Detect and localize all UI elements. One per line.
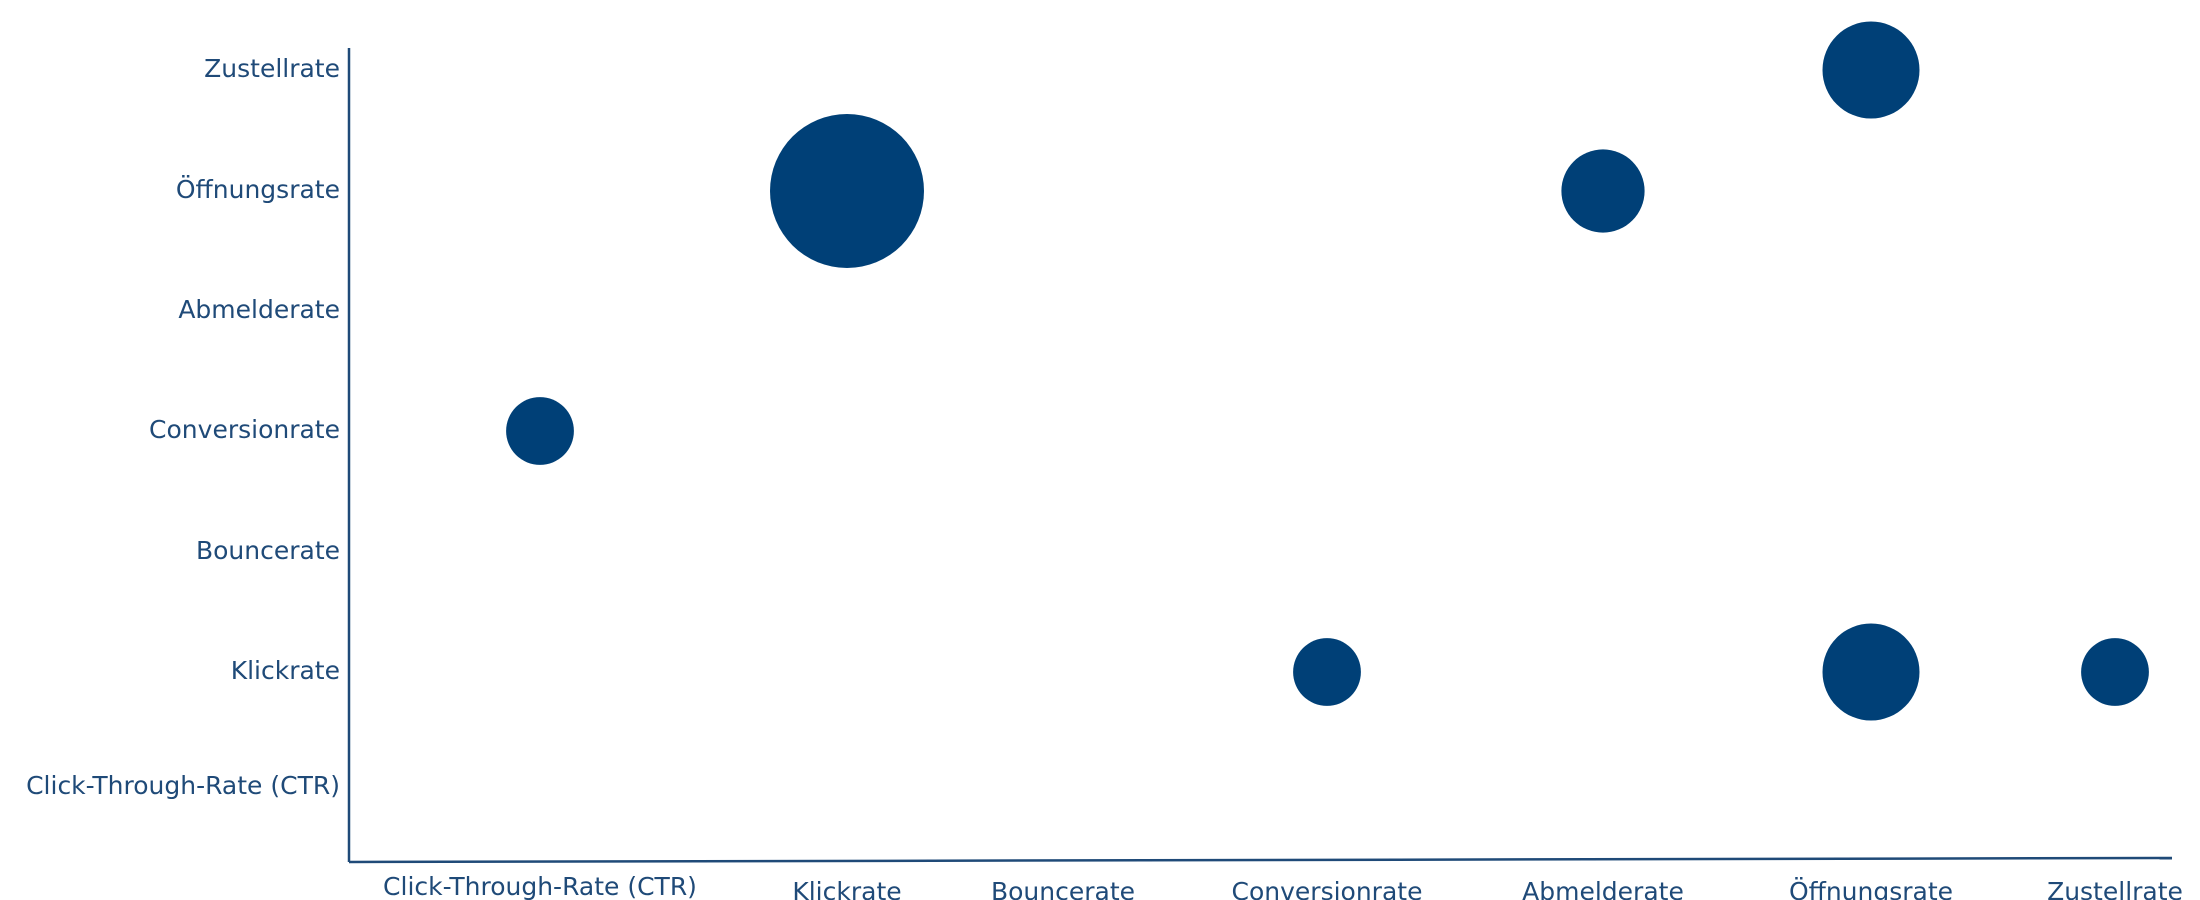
bubble-point	[1293, 638, 1361, 706]
y-tick-label: Click-Through-Rate (CTR)	[26, 771, 340, 800]
x-tick-labels: Click-Through-Rate (CTR) Klickrate Bouncer…	[383, 872, 2183, 900]
bubble-point	[770, 114, 924, 268]
x-axis	[348, 856, 2173, 864]
x-tick-label: Abmelderate	[1522, 877, 1684, 900]
y-tick-label: Klickrate	[231, 656, 340, 685]
x-axis-line	[348, 856, 2173, 864]
bubble-point	[1822, 623, 1920, 721]
y-tick-label: Conversionrate	[149, 415, 340, 444]
y-tick-label: Zustellrate	[204, 54, 340, 83]
bubble-point	[2081, 638, 2149, 706]
bubble-point	[1561, 149, 1645, 233]
y-tick-label: Öffnungsrate	[176, 175, 340, 204]
x-tick-label: Klickrate	[792, 877, 901, 900]
y-tick-labels: Click-Through-Rate (CTR) Klickrate Bouncer…	[26, 54, 340, 800]
y-tick-label: Bouncerate	[196, 536, 340, 565]
x-tick-label: Bouncerate	[991, 877, 1135, 900]
x-tick-label: Zustellrate	[2047, 877, 2183, 900]
bubble-point	[506, 397, 574, 465]
y-tick-label: Abmelderate	[178, 295, 340, 324]
x-tick-label: Click-Through-Rate (CTR)	[383, 872, 697, 900]
bubbles	[506, 21, 2149, 721]
x-tick-label: Öffnungsrate	[1789, 877, 1953, 900]
bubble-point	[1822, 21, 1920, 119]
x-tick-label: Conversionrate	[1232, 877, 1423, 900]
